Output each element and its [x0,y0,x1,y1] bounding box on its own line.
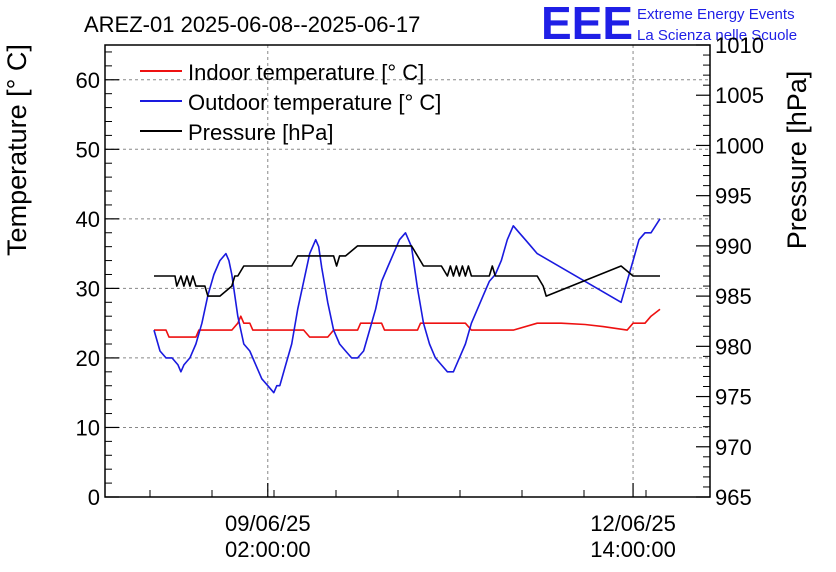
x-tick-label-time: 02:00:00 [225,537,311,562]
y2-tick-label: 1000 [715,133,764,158]
y-tick-label: 20 [76,346,100,371]
y-axis-title: Temperature [° C] [2,44,32,256]
x-tick-label-time: 14:00:00 [590,537,676,562]
y2-tick-label: 970 [715,435,752,460]
y2-tick-label: 975 [715,385,752,410]
x-tick-label-date: 12/06/25 [590,511,676,536]
y-tick-label: 60 [76,68,100,93]
logo-line1: Extreme Energy Events [637,6,795,23]
y2-tick-label: 1005 [715,83,764,108]
y2-tick-label: 980 [715,334,752,359]
chart-title: AREZ-01 2025-06-08--2025-06-17 [84,12,420,37]
y2-tick-label: 995 [715,184,752,209]
grid [105,45,710,497]
legend-label-3: Pressure [hPa] [188,120,334,145]
y-tick-label: 40 [76,207,100,232]
y2-tick-label: 985 [715,284,752,309]
eee-logo: EEE Extreme Energy Events La Scienza nel… [541,0,797,49]
y-tick-label: 30 [76,276,100,301]
series-group [153,218,661,394]
logo-line2: La Scienza nelle Scuole [637,27,797,44]
series-line-2 [153,218,661,394]
x-tick-label-date: 09/06/25 [225,511,311,536]
y-tick-label: 50 [76,137,100,162]
y-tick-label: 0 [88,485,100,510]
y2-tick-label: 990 [715,234,752,259]
legend-label-1: Indoor temperature [° C] [188,60,424,85]
logo-letters: EEE [541,0,633,49]
legend: Indoor temperature [° C] Outdoor temperat… [140,60,441,145]
y2-tick-label: 965 [715,485,752,510]
y2-axis-title: Pressure [hPa] [782,71,812,250]
series-line-1 [154,308,661,338]
y2-tick-label: 1010 [715,33,764,58]
plot-frame [104,44,711,498]
series-line-3 [154,245,660,297]
axes: 0 10 20 30 40 50 60 965 970 975 980 985 990 995 1000 10… [76,33,764,562]
legend-label-2: Outdoor temperature [° C] [188,90,441,115]
y-tick-label: 10 [76,415,100,440]
